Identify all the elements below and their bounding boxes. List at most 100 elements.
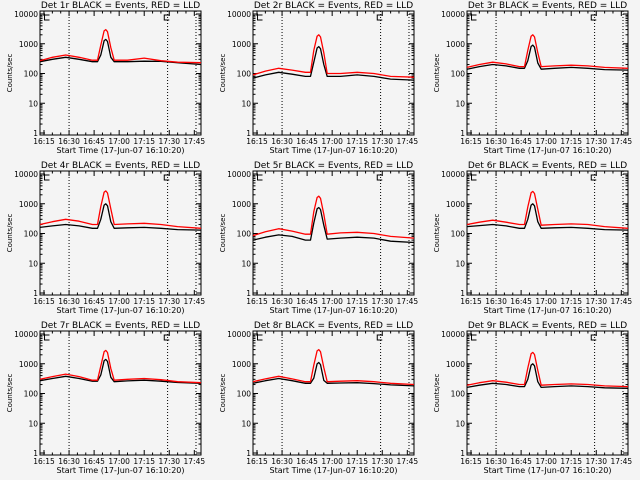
y-tick-label: 10 — [28, 99, 38, 108]
x-tick-label: 16:45 — [296, 457, 318, 466]
x-tick-label: 16:15 — [460, 457, 482, 466]
lld-series-line — [252, 195, 415, 239]
plot-frame — [39, 170, 202, 296]
x-tick-label: 16:30 — [271, 457, 293, 466]
x-axis-label: Start Time (17-Jun-07 16:10:20) — [484, 146, 612, 155]
y-tick-label: 1 — [33, 289, 38, 298]
y-tick-label: 100 — [24, 230, 39, 239]
time-bracket-mark — [590, 174, 597, 181]
x-tick-label: 17:15 — [133, 457, 155, 466]
events-series-line — [466, 203, 629, 231]
y-tick-label: 10000 — [441, 10, 465, 19]
x-tick-label: 16:30 — [58, 457, 80, 466]
y-tick-label: 100 — [24, 390, 39, 399]
time-bracket-mark — [163, 334, 170, 341]
time-bracket-mark — [163, 14, 170, 21]
x-tick-label: 17:30 — [371, 297, 393, 306]
y-tick-label: 10 — [28, 419, 38, 428]
x-tick-label: 17:30 — [158, 457, 180, 466]
lld-series-line — [466, 190, 629, 229]
x-tick-label: 16:45 — [296, 297, 318, 306]
y-axis-label: Counts/sec — [433, 374, 441, 413]
y-axis-label: Counts/sec — [219, 54, 227, 93]
x-tick-label: 17:00 — [535, 297, 557, 306]
x-tick-label: 16:45 — [83, 137, 105, 146]
y-tick-label: 100 — [451, 70, 466, 79]
lld-series-line — [466, 34, 629, 69]
x-tick-label: 17:15 — [560, 297, 582, 306]
x-tick-label: 16:15 — [33, 457, 55, 466]
time-bracket-mark — [471, 14, 477, 21]
lld-series-line — [39, 190, 202, 229]
panel-title: Det 1r BLACK = Events, RED = LLD — [41, 1, 200, 11]
time-bracket-mark — [163, 174, 170, 181]
time-bracket-mark — [257, 174, 263, 181]
y-tick-label: 10 — [455, 419, 465, 428]
y-tick-label: 1 — [33, 129, 38, 138]
y-tick-label: 100 — [451, 390, 466, 399]
events-series-line — [466, 44, 629, 71]
x-axis-label: Start Time (17-Jun-07 16:10:20) — [270, 466, 398, 475]
detector-panel-1: Det 1r BLACK = Events, RED = LLD 1 10 100 10… — [6, 1, 205, 155]
x-tick-label: 16:30 — [271, 297, 293, 306]
x-tick-label: 17:00 — [108, 297, 130, 306]
y-axis-label: Counts/sec — [6, 374, 14, 413]
detector-panel-3: Det 3r BLACK = Events, RED = LLD 1 10 100 10… — [433, 1, 633, 155]
x-tick-label: 16:45 — [83, 457, 105, 466]
events-series-line — [39, 358, 202, 384]
detector-panel-9: Det 9r BLACK = Events, RED = LLD 1 10 100 10… — [433, 321, 632, 475]
x-tick-label: 16:30 — [271, 137, 293, 146]
y-tick-label: 10 — [241, 259, 251, 268]
x-tick-label: 17:30 — [158, 297, 180, 306]
plot-frame — [39, 330, 202, 456]
x-tick-label: 16:15 — [33, 137, 55, 146]
y-tick-label: 10 — [241, 99, 251, 108]
x-tick-label: 17:45 — [611, 297, 633, 306]
x-tick-label: 17:15 — [346, 457, 368, 466]
x-tick-label: 17:15 — [133, 137, 155, 146]
plot-frame — [39, 10, 202, 136]
y-tick-label: 10000 — [14, 10, 38, 19]
x-tick-label: 16:45 — [510, 457, 532, 466]
x-tick-label: 16:45 — [510, 297, 532, 306]
y-tick-label: 10000 — [441, 170, 465, 179]
y-axis-label: Counts/sec — [433, 54, 441, 93]
detector-panel-2: Det 2r BLACK = Events, RED = LLD 1 10 100 10… — [219, 1, 418, 155]
x-tick-label: 17:45 — [184, 297, 206, 306]
x-tick-label: 17:30 — [585, 137, 607, 146]
x-tick-label: 17:15 — [560, 457, 582, 466]
detector-panel-5: Det 5r BLACK = Events, RED = LLD 1 10 100 10… — [219, 161, 419, 315]
y-tick-label: 1 — [460, 449, 465, 458]
time-bracket-mark — [44, 14, 50, 21]
lld-series-line — [252, 34, 415, 78]
x-tick-label: 17:30 — [158, 137, 180, 146]
x-tick-label: 16:15 — [246, 137, 268, 146]
x-tick-label: 16:45 — [296, 137, 318, 146]
y-axis-label: Counts/sec — [6, 54, 14, 93]
y-tick-label: 1 — [246, 449, 251, 458]
time-bracket-mark — [257, 334, 263, 341]
x-tick-label: 17:15 — [346, 297, 368, 306]
x-tick-label: 17:45 — [397, 297, 419, 306]
x-tick-label: 17:30 — [371, 137, 393, 146]
lld-series-line — [252, 348, 415, 386]
y-tick-label: 1 — [246, 129, 251, 138]
y-tick-label: 1 — [246, 289, 251, 298]
time-bracket-mark — [44, 174, 50, 181]
time-bracket-mark — [590, 334, 597, 341]
x-tick-label: 17:00 — [321, 137, 343, 146]
y-tick-label: 100 — [451, 230, 466, 239]
y-tick-label: 10000 — [14, 330, 38, 339]
detector-panel-6: Det 6r BLACK = Events, RED = LLD 1 10 100 10… — [433, 161, 633, 315]
time-bracket-mark — [590, 14, 597, 21]
x-tick-label: 17:45 — [611, 137, 633, 146]
y-tick-label: 10000 — [227, 330, 251, 339]
x-axis-label: Start Time (17-Jun-07 16:10:20) — [484, 466, 612, 475]
x-tick-label: 17:45 — [397, 457, 419, 466]
plot-frame — [466, 170, 629, 296]
x-tick-label: 17:00 — [321, 457, 343, 466]
events-series-line — [252, 361, 415, 387]
x-tick-label: 17:00 — [108, 457, 130, 466]
time-bracket-mark — [471, 174, 477, 181]
